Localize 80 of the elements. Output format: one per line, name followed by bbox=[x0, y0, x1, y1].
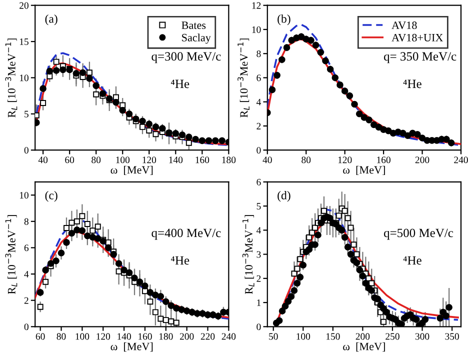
annotation: ⁴He bbox=[403, 80, 422, 88]
legend-label: AV18+UIX bbox=[392, 34, 444, 42]
annotation: q=400 MeV/c bbox=[152, 228, 221, 240]
x-tick-label: 160 bbox=[138, 333, 152, 340]
x-tick-label: 40 bbox=[38, 156, 48, 164]
y-tick-label: 5 bbox=[24, 110, 28, 118]
x-tick-label: 160 bbox=[377, 156, 390, 164]
x-tick-label: 100 bbox=[76, 333, 90, 340]
x-tick-label: 250 bbox=[386, 333, 400, 340]
y-tick-label: 6 bbox=[256, 74, 261, 82]
y-tick-label: 6 bbox=[256, 178, 261, 186]
x-tick-label: 140 bbox=[118, 333, 131, 340]
x-tick-label: 240 bbox=[454, 156, 468, 164]
y-tick-label: 2 bbox=[256, 275, 261, 282]
x-axis-title: ω [MeV] bbox=[110, 166, 153, 176]
x-tick-label: 160 bbox=[196, 156, 210, 164]
y-tick-label: 2 bbox=[256, 122, 261, 130]
x-tick-label: 100 bbox=[296, 333, 310, 340]
y-tick-label: 6 bbox=[24, 244, 29, 252]
y-tick-label: 3 bbox=[256, 251, 261, 258]
x-tick-label: 80 bbox=[92, 156, 101, 164]
x-tick-label: 100 bbox=[116, 156, 130, 164]
y-axis-title: R$_{L}$ [10$^{−3}$MeV$^{−1}$] bbox=[242, 215, 254, 294]
annotation: ⁴He bbox=[403, 256, 422, 265]
x-axis-title: ω [MeV] bbox=[343, 166, 385, 176]
y-axis-title: R$_{L}$ [10$^{−3}$MeV$^{−1}$] bbox=[5, 38, 18, 118]
annotation: (c) bbox=[45, 191, 58, 202]
x-tick-label: 50 bbox=[269, 333, 278, 340]
y-axis-title: R$_{L}$ [10$^{−3}$MeV$^{−1}$] bbox=[5, 215, 18, 294]
x-tick-label: 220 bbox=[200, 333, 215, 340]
y-tick-label: 10 bbox=[20, 74, 28, 82]
x-tick-label: 200 bbox=[356, 333, 370, 340]
x-tick-label: 200 bbox=[180, 333, 194, 340]
x-tick-label: 140 bbox=[169, 156, 183, 164]
y-tick-label: 8 bbox=[24, 218, 28, 225]
y-tick-label: 0 bbox=[24, 146, 28, 154]
annotation: (a) bbox=[45, 14, 58, 26]
annotation: q=500 MeV/c bbox=[384, 228, 454, 240]
x-tick-label: 240 bbox=[222, 333, 236, 340]
legend-label: Bates bbox=[182, 22, 206, 30]
y-tick-label: 10 bbox=[252, 26, 261, 33]
annotation: (b) bbox=[278, 14, 290, 26]
annotation: q= 350 MeV/c bbox=[384, 52, 456, 64]
x-tick-label: 120 bbox=[142, 156, 156, 164]
x-tick-label: 150 bbox=[326, 333, 340, 340]
y-tick-label: 4 bbox=[256, 98, 261, 106]
y-tick-label: 0 bbox=[256, 146, 261, 154]
legend-label: AV18 bbox=[392, 22, 417, 30]
legend-label: Saclay bbox=[182, 34, 211, 44]
x-axis-title: ω [MeV] bbox=[343, 342, 385, 352]
x-tick-label: 180 bbox=[159, 333, 173, 340]
y-tick-label: 0 bbox=[24, 324, 28, 330]
y-tick-label: 2 bbox=[24, 297, 28, 304]
x-tick-label: 40 bbox=[262, 156, 272, 164]
x-tick-label: 80 bbox=[56, 333, 66, 340]
y-tick-label: 4 bbox=[24, 271, 29, 278]
x-tick-label: 350 bbox=[445, 333, 459, 340]
x-tick-label: 300 bbox=[415, 333, 430, 340]
y-axis-title: R$_{L}$ [10$^{−3}$MeV$^{−1}$] bbox=[238, 38, 250, 118]
annotation: ⁴He bbox=[170, 256, 190, 265]
y-tick-label: 12 bbox=[252, 2, 261, 9]
x-tick-label: 120 bbox=[338, 156, 352, 164]
x-tick-label: 200 bbox=[415, 156, 430, 164]
x-tick-label: 180 bbox=[222, 156, 236, 164]
y-tick-label: 10 bbox=[20, 192, 28, 199]
y-tick-label: 0 bbox=[256, 324, 261, 330]
y-tick-label: 20 bbox=[20, 2, 28, 9]
annotation: q=300 MeV/c bbox=[152, 52, 221, 64]
x-axis-title: ω [MeV] bbox=[110, 342, 153, 352]
x-tick-label: 60 bbox=[65, 156, 74, 164]
x-tick-label: 60 bbox=[36, 333, 45, 340]
y-tick-label: 8 bbox=[256, 50, 261, 58]
annotation: (d) bbox=[278, 191, 290, 202]
annotation: ⁴He bbox=[170, 80, 190, 88]
x-tick-label: 80 bbox=[302, 156, 311, 164]
y-tick-label: 4 bbox=[256, 227, 261, 234]
y-tick-label: 5 bbox=[256, 203, 261, 210]
y-tick-label: 15 bbox=[20, 38, 28, 46]
y-tick-label: 1 bbox=[257, 299, 261, 306]
x-tick-label: 120 bbox=[96, 333, 110, 340]
